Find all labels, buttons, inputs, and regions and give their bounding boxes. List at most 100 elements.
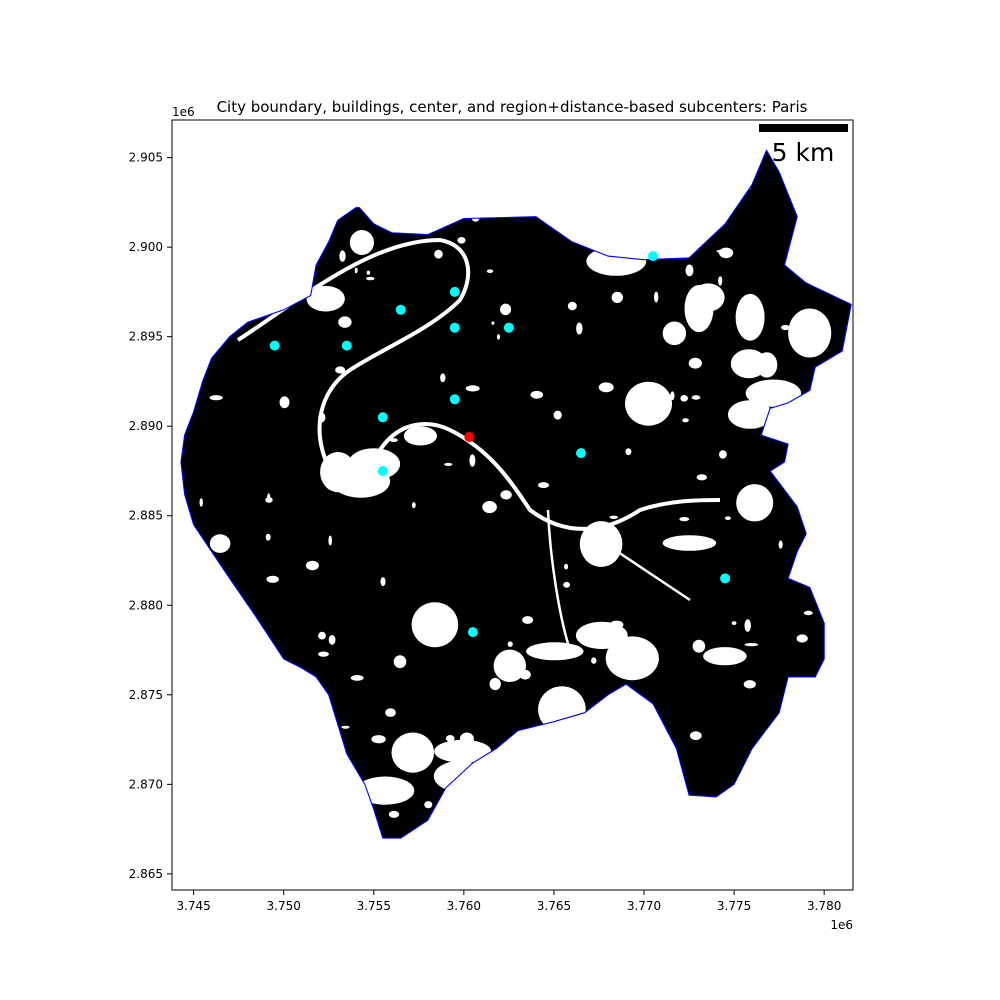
open-area <box>467 769 474 779</box>
open-area <box>366 270 371 275</box>
open-area <box>411 502 416 509</box>
open-area <box>366 276 375 281</box>
open-area <box>267 493 271 503</box>
open-area <box>424 801 433 809</box>
open-area <box>196 245 209 254</box>
open-area <box>526 642 584 661</box>
subcenter-point <box>449 286 460 297</box>
open-area <box>760 748 773 757</box>
chart-title: City boundary, buildings, center, and re… <box>217 98 808 116</box>
open-area <box>611 291 623 303</box>
x-tick-label: 3.760 <box>447 899 481 913</box>
open-area <box>205 794 237 812</box>
open-area <box>265 533 271 541</box>
open-area <box>816 697 822 702</box>
open-area <box>339 250 346 262</box>
open-area <box>591 657 597 664</box>
subcenter-point <box>341 340 352 351</box>
open-area <box>496 334 501 340</box>
subcenter-point <box>467 627 478 638</box>
subcenter-point <box>720 573 731 584</box>
open-area <box>500 303 512 316</box>
open-area <box>615 793 622 805</box>
open-area <box>654 291 659 303</box>
open-area <box>538 482 549 489</box>
open-area <box>610 754 614 767</box>
open-area <box>341 725 350 729</box>
y-tick-label: 2.890 <box>129 419 163 433</box>
open-area <box>355 776 415 805</box>
y-tick-label: 2.905 <box>129 151 163 165</box>
open-area <box>391 732 435 773</box>
open-area <box>532 833 542 839</box>
open-area <box>719 450 727 459</box>
y-tick-label: 2.885 <box>129 509 163 523</box>
open-area <box>630 825 639 834</box>
open-area <box>563 581 570 588</box>
open-area <box>662 321 687 346</box>
open-area <box>266 575 279 583</box>
y-tick-label: 2.870 <box>129 777 163 791</box>
open-area <box>743 680 756 689</box>
open-area <box>500 490 512 500</box>
open-area <box>799 712 813 726</box>
open-area <box>625 448 632 456</box>
open-area <box>225 286 235 293</box>
open-area <box>670 391 675 401</box>
open-area <box>444 462 453 466</box>
subcenter-point <box>503 322 514 333</box>
open-area <box>210 835 223 839</box>
subcenter-point <box>449 322 460 333</box>
open-area <box>538 686 586 733</box>
open-area <box>512 750 518 754</box>
open-area <box>236 232 245 243</box>
open-area <box>682 418 689 423</box>
open-area <box>635 639 639 644</box>
open-area <box>507 839 519 844</box>
open-area <box>493 649 526 682</box>
open-area <box>251 794 255 804</box>
open-area <box>482 501 497 514</box>
subcenter-point <box>648 251 658 262</box>
open-area <box>350 675 364 681</box>
axes-frame <box>171 119 854 891</box>
x-offset-label: 1e6 <box>830 918 853 932</box>
x-tick-label: 3.750 <box>267 899 301 913</box>
open-area <box>756 352 778 378</box>
open-area <box>719 247 734 259</box>
open-area <box>564 563 569 570</box>
open-area <box>696 474 707 481</box>
open-area <box>788 308 832 358</box>
open-area <box>609 515 618 519</box>
city-boundary <box>180 149 852 839</box>
open-area <box>679 517 690 522</box>
open-area <box>727 400 773 429</box>
x-tick-label: 3.745 <box>176 899 210 913</box>
open-area <box>486 269 494 274</box>
open-area <box>808 707 820 719</box>
open-area <box>440 373 446 383</box>
y-axis: 2.865 2.870 2.875 2.880 2.885 2.890 2.895 2.900… <box>129 151 172 881</box>
open-area <box>718 276 723 286</box>
open-area <box>762 829 800 839</box>
center-point <box>464 432 475 442</box>
open-area <box>471 212 480 222</box>
open-area <box>735 293 765 341</box>
subcenter-point <box>377 466 388 476</box>
open-area <box>433 761 485 792</box>
open-area <box>469 454 476 467</box>
open-area <box>724 516 731 520</box>
x-axis: 3.745 3.750 3.755 3.760 3.765 3.770 3.775 3.780 <box>176 890 841 913</box>
open-area <box>622 185 662 210</box>
open-area <box>465 385 480 392</box>
open-area <box>305 560 319 571</box>
open-area <box>349 230 374 255</box>
open-area <box>744 643 759 647</box>
open-area <box>625 381 672 426</box>
subcenter-point <box>576 448 586 459</box>
open-area <box>659 218 670 228</box>
y-tick-label: 2.875 <box>129 688 163 702</box>
y-offset-label: 1e6 <box>172 105 195 119</box>
open-area <box>335 366 346 374</box>
